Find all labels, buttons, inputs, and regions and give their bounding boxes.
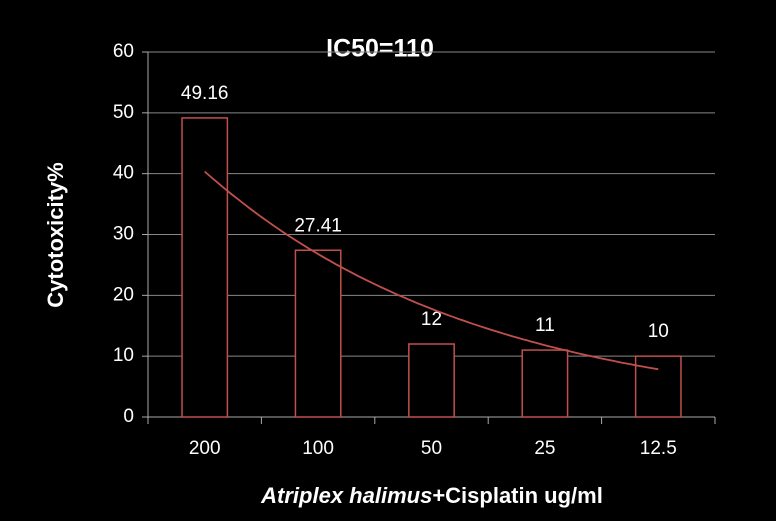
y-tick-label: 50 — [113, 102, 134, 123]
y-axis-label: Cytotoxicity% — [43, 162, 68, 307]
y-tick-label: 0 — [123, 406, 134, 427]
x-axis-label-rest: +Cisplatin ug/ml — [432, 483, 603, 508]
y-tick-label: 60 — [113, 41, 134, 62]
x-tick-label: 200 — [189, 438, 221, 459]
data-label: 27.41 — [294, 215, 342, 236]
x-tick-label: 25 — [534, 438, 555, 459]
bar — [521, 349, 569, 418]
y-tick-label: 30 — [113, 224, 134, 245]
y-tick-label: 10 — [113, 345, 134, 366]
x-tick-label: 100 — [302, 438, 334, 459]
chart-title: IC50=110 — [326, 35, 434, 63]
trendline — [204, 170, 659, 371]
y-tick-label: 20 — [113, 284, 134, 305]
x-axis-label: Atriplex halimus+Cisplatin ug/ml — [260, 483, 603, 508]
data-label: 12 — [421, 309, 442, 330]
bar — [294, 249, 342, 418]
data-label: 49.16 — [181, 83, 229, 104]
y-tick-label: 40 — [113, 163, 134, 184]
x-tick-label: 50 — [421, 438, 442, 459]
data-label: 10 — [648, 321, 669, 342]
bar — [634, 355, 682, 418]
bar — [408, 343, 455, 418]
bar — [181, 117, 229, 418]
x-axis-label-italic: Atriplex halimus — [260, 483, 432, 508]
x-tick-label: 12.5 — [640, 438, 677, 459]
data-label: 11 — [535, 315, 555, 336]
